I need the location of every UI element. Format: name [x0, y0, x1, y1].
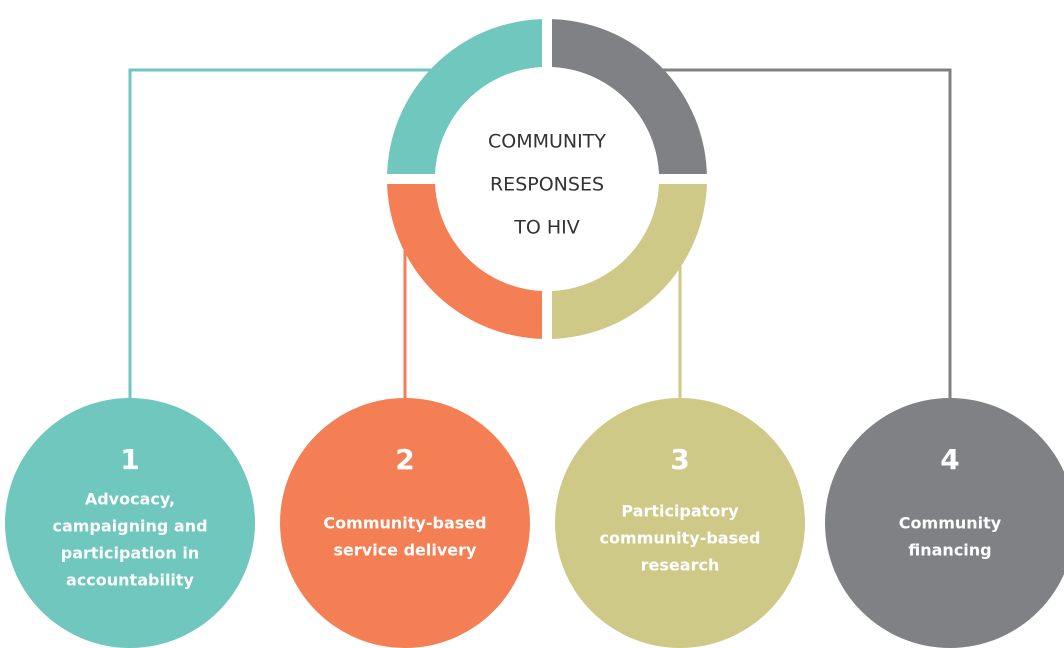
node-label: participation in: [61, 544, 199, 563]
center-title: TO HIV: [513, 217, 580, 239]
node-label: financing: [908, 541, 991, 560]
node-circle: [555, 398, 805, 648]
ring-segment: [547, 179, 707, 339]
node-label: service delivery: [334, 541, 478, 560]
node-label: Community-based: [323, 514, 486, 533]
node-label: community-based: [600, 529, 761, 548]
connector: [655, 68, 952, 398]
node-label: campaigning and: [52, 517, 207, 536]
node-label: accountability: [66, 571, 195, 590]
node-circle: [5, 398, 255, 648]
ring-segment: [387, 19, 547, 179]
node-label: Participatory: [621, 502, 739, 521]
node-circle: [825, 398, 1064, 648]
node-circle: [280, 398, 530, 648]
node-number: 4: [940, 443, 959, 476]
node-number: 1: [120, 443, 139, 476]
ring-segment: [387, 179, 547, 339]
center-title: COMMUNITY: [488, 131, 606, 153]
center-title: RESPONSES: [490, 174, 604, 196]
node-label: Community: [899, 514, 1002, 533]
node-label: research: [641, 556, 720, 575]
ring-center: [435, 67, 659, 291]
ring-segment: [547, 19, 707, 179]
node-label: Advocacy,: [85, 490, 175, 509]
node-number: 3: [670, 443, 689, 476]
connector: [128, 68, 440, 398]
node-number: 2: [395, 443, 414, 476]
